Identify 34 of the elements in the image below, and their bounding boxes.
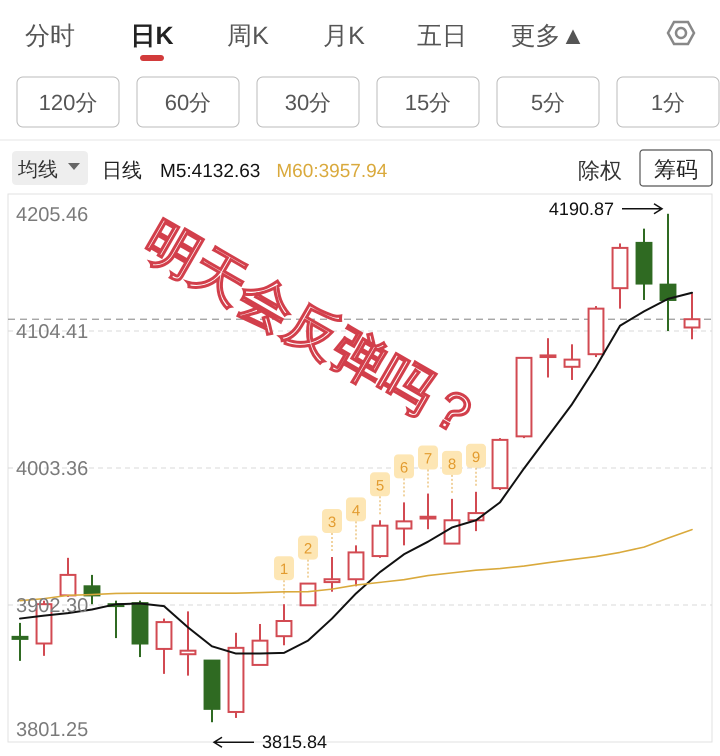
text: 15分: [404, 90, 452, 115]
text: M60:3957.94: [276, 161, 388, 182]
text: 均线: [17, 159, 58, 181]
text: 1分: [650, 90, 686, 115]
y-tick-label: 3801.25: [16, 719, 88, 741]
annotation: 4: [352, 502, 360, 520]
annotation: 5: [376, 477, 384, 494]
text: 除权: [578, 158, 622, 183]
text: 筹码: [654, 157, 698, 182]
text: 五日: [417, 22, 467, 50]
annotation: 6: [400, 459, 408, 476]
text: 更多▲: [510, 22, 586, 50]
text: 分时: [25, 22, 75, 50]
text: 60分: [164, 90, 212, 115]
y-tick-label: 4104.41: [16, 320, 88, 343]
text: 周K: [227, 22, 270, 50]
annotation: 7: [424, 450, 432, 468]
text: 日线: [102, 160, 142, 182]
text: 120分: [38, 90, 98, 115]
annotation: 3: [328, 514, 336, 532]
text: M5:4132.63: [160, 161, 260, 182]
annotation: 明天会反弹吗？: [134, 210, 492, 452]
text: 5分: [530, 90, 566, 115]
annotation: 9: [472, 448, 480, 466]
annotation: 8: [448, 456, 456, 473]
y-tick-label: 4205.46: [16, 204, 88, 226]
y-tick-label: 4003.36: [16, 458, 88, 480]
annotation: 1: [280, 561, 288, 578]
annotation: 2: [304, 540, 312, 558]
annotation: 4190.87: [548, 198, 614, 219]
text: 30分: [284, 90, 332, 115]
text: 日K: [130, 22, 174, 50]
text: 月K: [323, 22, 366, 50]
annotation: 3815.84: [262, 732, 328, 752]
